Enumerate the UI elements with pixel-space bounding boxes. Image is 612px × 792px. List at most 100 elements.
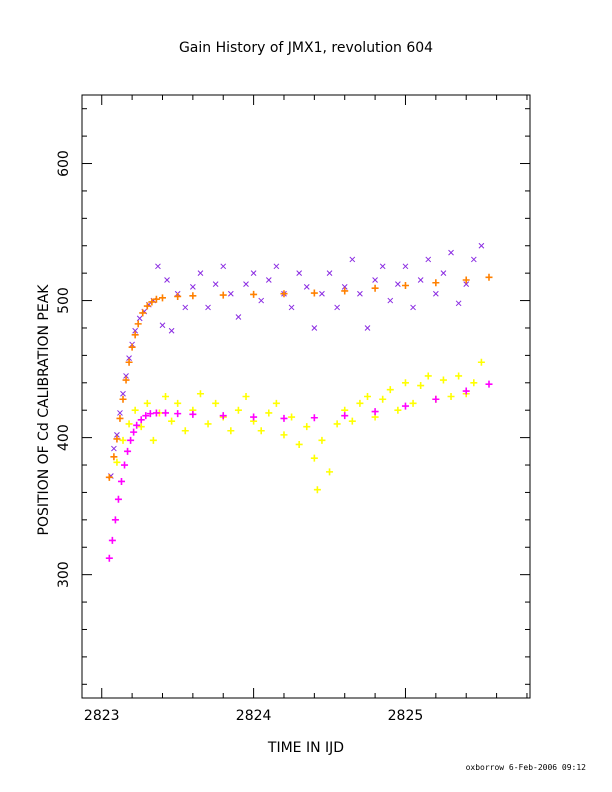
data-point	[410, 304, 416, 311]
data-point	[227, 427, 235, 435]
data-point	[379, 263, 386, 270]
data-point	[131, 406, 139, 414]
data-point	[341, 287, 349, 295]
data-point	[125, 358, 133, 366]
data-point	[439, 376, 447, 384]
y-tick-label: 400	[56, 424, 72, 451]
data-point	[117, 410, 123, 416]
data-point	[432, 290, 439, 297]
data-point	[409, 399, 417, 407]
x-axis-label: TIME IN IJD	[267, 740, 344, 756]
data-point	[296, 270, 303, 277]
data-point	[349, 256, 356, 263]
data-point	[126, 355, 132, 361]
data-point	[387, 297, 394, 304]
data-point	[125, 420, 133, 428]
data-point	[127, 436, 135, 444]
data-point	[119, 395, 127, 403]
data-point	[280, 431, 288, 439]
data-point	[402, 263, 409, 270]
data-point	[190, 284, 196, 290]
y-tick-label: 300	[56, 561, 72, 588]
data-point	[310, 454, 318, 462]
data-point	[143, 302, 151, 310]
data-point	[234, 406, 242, 414]
data-point	[219, 291, 227, 299]
data-point	[386, 386, 394, 394]
axis-tick-labels: 2823 2824 2825 300 400 500 600	[56, 150, 423, 724]
data-point	[463, 281, 470, 287]
data-point	[395, 281, 401, 287]
data-point	[357, 290, 363, 297]
data-point	[372, 277, 378, 283]
data-point	[134, 320, 142, 328]
data-point	[119, 436, 127, 444]
data-point	[485, 380, 493, 388]
data-point	[204, 420, 212, 428]
data-point	[334, 304, 340, 311]
data-point	[288, 304, 295, 311]
data-point	[152, 295, 160, 303]
data-point	[295, 440, 303, 448]
data-point	[448, 249, 454, 256]
data-point	[108, 536, 116, 544]
data-point	[478, 242, 485, 249]
data-point	[113, 435, 121, 443]
data-point	[105, 473, 113, 481]
data-point	[394, 406, 402, 414]
data-point	[326, 270, 333, 277]
data-point	[122, 376, 130, 384]
data-point	[197, 270, 204, 277]
data-point	[159, 322, 166, 329]
data-point	[341, 284, 348, 290]
data-point	[227, 290, 234, 297]
data-point	[371, 284, 379, 292]
data-point	[132, 327, 139, 334]
plot-frame	[81, 94, 531, 699]
data-point	[477, 358, 485, 366]
x-tick-label: 2823	[84, 708, 120, 724]
data-point	[164, 277, 170, 283]
data-point	[379, 395, 387, 403]
data-point	[219, 412, 227, 420]
data-point	[168, 327, 175, 334]
data-point	[470, 256, 477, 263]
data-point	[124, 447, 132, 455]
series-2	[105, 273, 493, 481]
data-point	[432, 279, 440, 287]
data-point	[447, 393, 455, 400]
data-point	[111, 516, 119, 524]
data-point	[123, 373, 129, 379]
series-layer	[105, 242, 493, 562]
axis-ticks	[82, 95, 530, 698]
data-point	[189, 410, 197, 418]
data-point	[137, 423, 145, 431]
data-point	[220, 263, 227, 270]
data-point	[371, 408, 379, 416]
data-point	[272, 399, 280, 407]
series-3	[105, 380, 493, 562]
data-point	[455, 372, 463, 380]
data-point	[310, 289, 318, 297]
data-point	[155, 263, 161, 270]
data-point	[265, 409, 273, 417]
data-point	[417, 382, 425, 390]
data-point	[149, 436, 157, 444]
y-axis-label: POSITION OF Cd CALIBRATION PEAK	[36, 284, 52, 536]
data-point	[212, 281, 219, 287]
data-point	[133, 421, 141, 429]
data-point	[401, 379, 409, 387]
data-point	[120, 390, 126, 397]
data-point	[181, 427, 189, 435]
data-point	[273, 263, 280, 270]
data-point	[116, 414, 124, 422]
y-tick-label: 600	[56, 150, 72, 177]
data-point	[470, 379, 478, 387]
data-point	[114, 495, 122, 503]
data-point	[162, 393, 170, 400]
data-point	[432, 395, 440, 403]
data-point	[250, 413, 258, 421]
data-point	[313, 486, 321, 494]
series-0	[108, 242, 485, 479]
